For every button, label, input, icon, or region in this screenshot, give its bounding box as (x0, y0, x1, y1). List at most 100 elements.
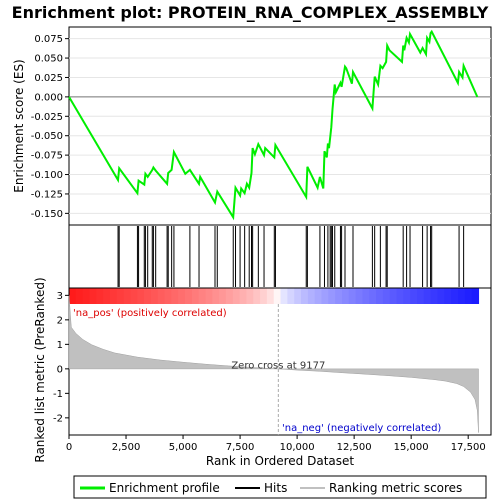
metric-y-axis-label: Ranked list metric (PreRanked) (33, 277, 47, 462)
es-y-axis-label: Enrichment score (ES) (12, 59, 26, 192)
color-bar-segment (301, 288, 309, 304)
legend-box (73, 475, 487, 499)
negative-correlation-label: 'na_neg' (negatively correlated) (282, 423, 441, 434)
color-bar-segment (335, 288, 343, 304)
color-bar-segment (96, 288, 104, 304)
color-bar-segment (191, 288, 200, 304)
color-bar-segment (246, 288, 254, 304)
es-y-tick-label: -0.125 (31, 189, 63, 200)
color-bar-segment (89, 288, 97, 304)
color-bar-segment (260, 288, 268, 304)
x-tick-label: 17,500 (451, 442, 486, 453)
color-bar-segment (389, 288, 398, 304)
color-bar-segment (464, 288, 473, 304)
color-bar-segment (123, 288, 132, 304)
color-bar-segment (198, 288, 207, 304)
color-bar-segment (69, 288, 77, 304)
color-bar-segment (423, 288, 432, 304)
ranking-color-bar (69, 288, 480, 304)
color-bar-segment (82, 288, 91, 304)
color-bar-segment (75, 288, 84, 304)
color-bar-segment (287, 288, 295, 304)
x-tick-label: 15,000 (394, 442, 429, 453)
metric-y-tick-label: -2 (53, 413, 63, 424)
es-y-tick-label: 0.000 (34, 92, 63, 103)
color-bar-segment (109, 288, 118, 304)
es-y-tick-label: 0.025 (34, 73, 63, 84)
metric-y-tick-label: 1 (57, 340, 63, 351)
es-y-tick-label: 0.075 (34, 34, 63, 45)
color-bar-segment (103, 288, 111, 304)
color-bar-segment (205, 288, 213, 304)
color-bar-segment (396, 288, 404, 304)
color-bar-segment (471, 288, 480, 304)
metric-y-axis: 3 2 1 0 -1 -2 (53, 291, 69, 424)
x-axis-label: Rank in Ordered Dataset (206, 454, 354, 468)
color-bar-segment (239, 288, 248, 304)
color-bar-segment (451, 288, 459, 304)
color-bar-segment (232, 288, 241, 304)
color-bar-segment (457, 288, 466, 304)
x-tick-label: 0 (66, 442, 72, 453)
es-y-tick-label: -0.075 (31, 151, 63, 162)
metric-y-tick-label: 0 (57, 364, 63, 375)
hits-panel-frame (68, 224, 492, 289)
color-bar-segment (273, 288, 282, 304)
color-bar-segment (321, 288, 329, 304)
x-tick-label: 12,500 (337, 442, 372, 453)
es-y-axis: 0.075 0.050 0.025 0.000 -0.025 -0.050 -0.075 -0… (31, 34, 69, 220)
x-tick-label: 5,000 (169, 442, 198, 453)
color-bar-segment (171, 288, 179, 304)
metric-y-tick-label: -1 (53, 389, 63, 400)
color-bar-segment (437, 288, 445, 304)
color-bar-segment (376, 288, 384, 304)
color-bar-segment (328, 288, 336, 304)
zero-cross-label: Zero cross at 9177 (231, 360, 325, 371)
color-bar-segment (314, 288, 323, 304)
color-bar-segment (307, 288, 316, 304)
x-tick-label: 2,500 (112, 442, 141, 453)
x-tick-label: 10,000 (280, 442, 315, 453)
color-bar-segment (116, 288, 125, 304)
es-y-tick-label: 0.050 (34, 54, 63, 65)
ranking-metric-area (68, 295, 479, 433)
color-bar-segment (348, 288, 357, 304)
es-y-tick-label: -0.100 (31, 170, 63, 181)
color-bar-segment (212, 288, 220, 304)
color-bar-segment (266, 288, 275, 304)
color-bar-segment (430, 288, 439, 304)
color-bar-segment (369, 288, 377, 304)
color-bar-segment (341, 288, 350, 304)
color-bar-segment (144, 288, 152, 304)
legend-ranking-metric: Ranking metric scores (329, 481, 462, 495)
metric-y-tick-label: 3 (57, 291, 63, 302)
color-bar-segment (410, 288, 418, 304)
color-bar-segment (164, 288, 172, 304)
enrichment-profile-line (68, 29, 479, 221)
color-bar-segment (294, 288, 302, 304)
legend-enrichment-profile: Enrichment profile (109, 481, 220, 495)
color-bar-segment (382, 288, 391, 304)
es-y-tick-label: -0.025 (31, 112, 63, 123)
chart-title: Enrichment plot: PROTEIN_RNA_COMPLEX_ASS… (12, 3, 489, 22)
color-bar-segment (355, 288, 364, 304)
es-y-tick-label: -0.050 (31, 131, 63, 142)
x-tick-label: 7,500 (226, 442, 255, 453)
x-axis: 0 2,500 5,000 7,500 10,000 12,500 15,000 17,500 (66, 435, 486, 453)
positive-correlation-label: 'na_pos' (positively correlated) (73, 308, 227, 319)
hits-track (117, 226, 465, 287)
color-bar-segment (225, 288, 234, 304)
color-bar-segment (417, 288, 425, 304)
color-bar-segment (178, 288, 186, 304)
color-bar-segment (150, 288, 159, 304)
color-bar-segment (157, 288, 166, 304)
color-bar-segment (137, 288, 145, 304)
color-bar-segment (362, 288, 370, 304)
color-bar-segment (444, 288, 452, 304)
legend-hits: Hits (264, 481, 287, 495)
color-bar-segment (253, 288, 261, 304)
color-bar-segment (403, 288, 411, 304)
color-bar-segment (130, 288, 138, 304)
color-bar-segment (280, 288, 288, 304)
